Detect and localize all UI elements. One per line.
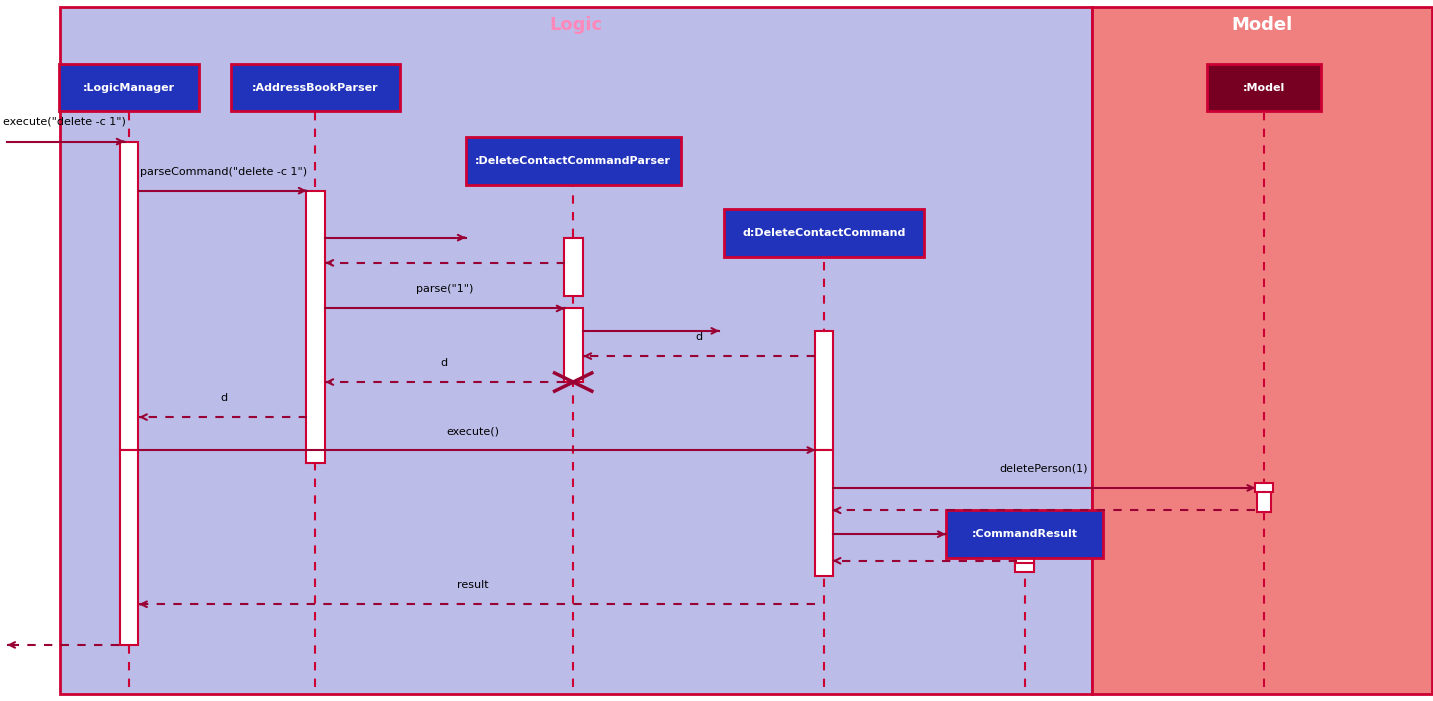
FancyBboxPatch shape [1015, 564, 1033, 572]
Text: :Model: :Model [1242, 83, 1285, 93]
Text: execute("delete -c 1"): execute("delete -c 1") [3, 116, 126, 126]
FancyBboxPatch shape [563, 238, 582, 296]
Text: :CommandResult: :CommandResult [972, 529, 1078, 539]
Text: Logic: Logic [549, 15, 603, 34]
Text: d: d [441, 358, 447, 368]
Text: d: d [221, 393, 226, 403]
FancyBboxPatch shape [814, 331, 833, 450]
FancyBboxPatch shape [59, 64, 199, 111]
Text: parseCommand("delete -c 1"): parseCommand("delete -c 1") [140, 167, 307, 177]
FancyBboxPatch shape [1015, 534, 1033, 568]
FancyBboxPatch shape [466, 137, 681, 185]
Text: parse("1"): parse("1") [416, 285, 473, 294]
Text: result: result [457, 580, 489, 590]
Text: d: d [696, 332, 702, 342]
Text: :AddressBookParser: :AddressBookParser [252, 83, 378, 93]
FancyBboxPatch shape [305, 191, 324, 463]
FancyBboxPatch shape [724, 209, 924, 257]
Text: :DeleteContactCommandParser: :DeleteContactCommandParser [476, 156, 671, 166]
FancyBboxPatch shape [1257, 488, 1271, 512]
Text: Model: Model [1231, 15, 1293, 34]
FancyBboxPatch shape [1255, 484, 1274, 492]
FancyBboxPatch shape [563, 308, 582, 382]
FancyBboxPatch shape [60, 7, 1092, 694]
Text: deletePerson(1): deletePerson(1) [999, 464, 1088, 474]
FancyBboxPatch shape [1092, 7, 1432, 694]
Text: execute(): execute() [447, 426, 499, 436]
FancyBboxPatch shape [119, 142, 138, 450]
FancyBboxPatch shape [946, 510, 1103, 558]
Text: d:DeleteContactCommand: d:DeleteContactCommand [742, 228, 906, 238]
Text: :LogicManager: :LogicManager [83, 83, 175, 93]
FancyBboxPatch shape [119, 450, 138, 645]
FancyBboxPatch shape [1207, 64, 1321, 111]
FancyBboxPatch shape [814, 450, 833, 576]
FancyBboxPatch shape [231, 64, 400, 111]
